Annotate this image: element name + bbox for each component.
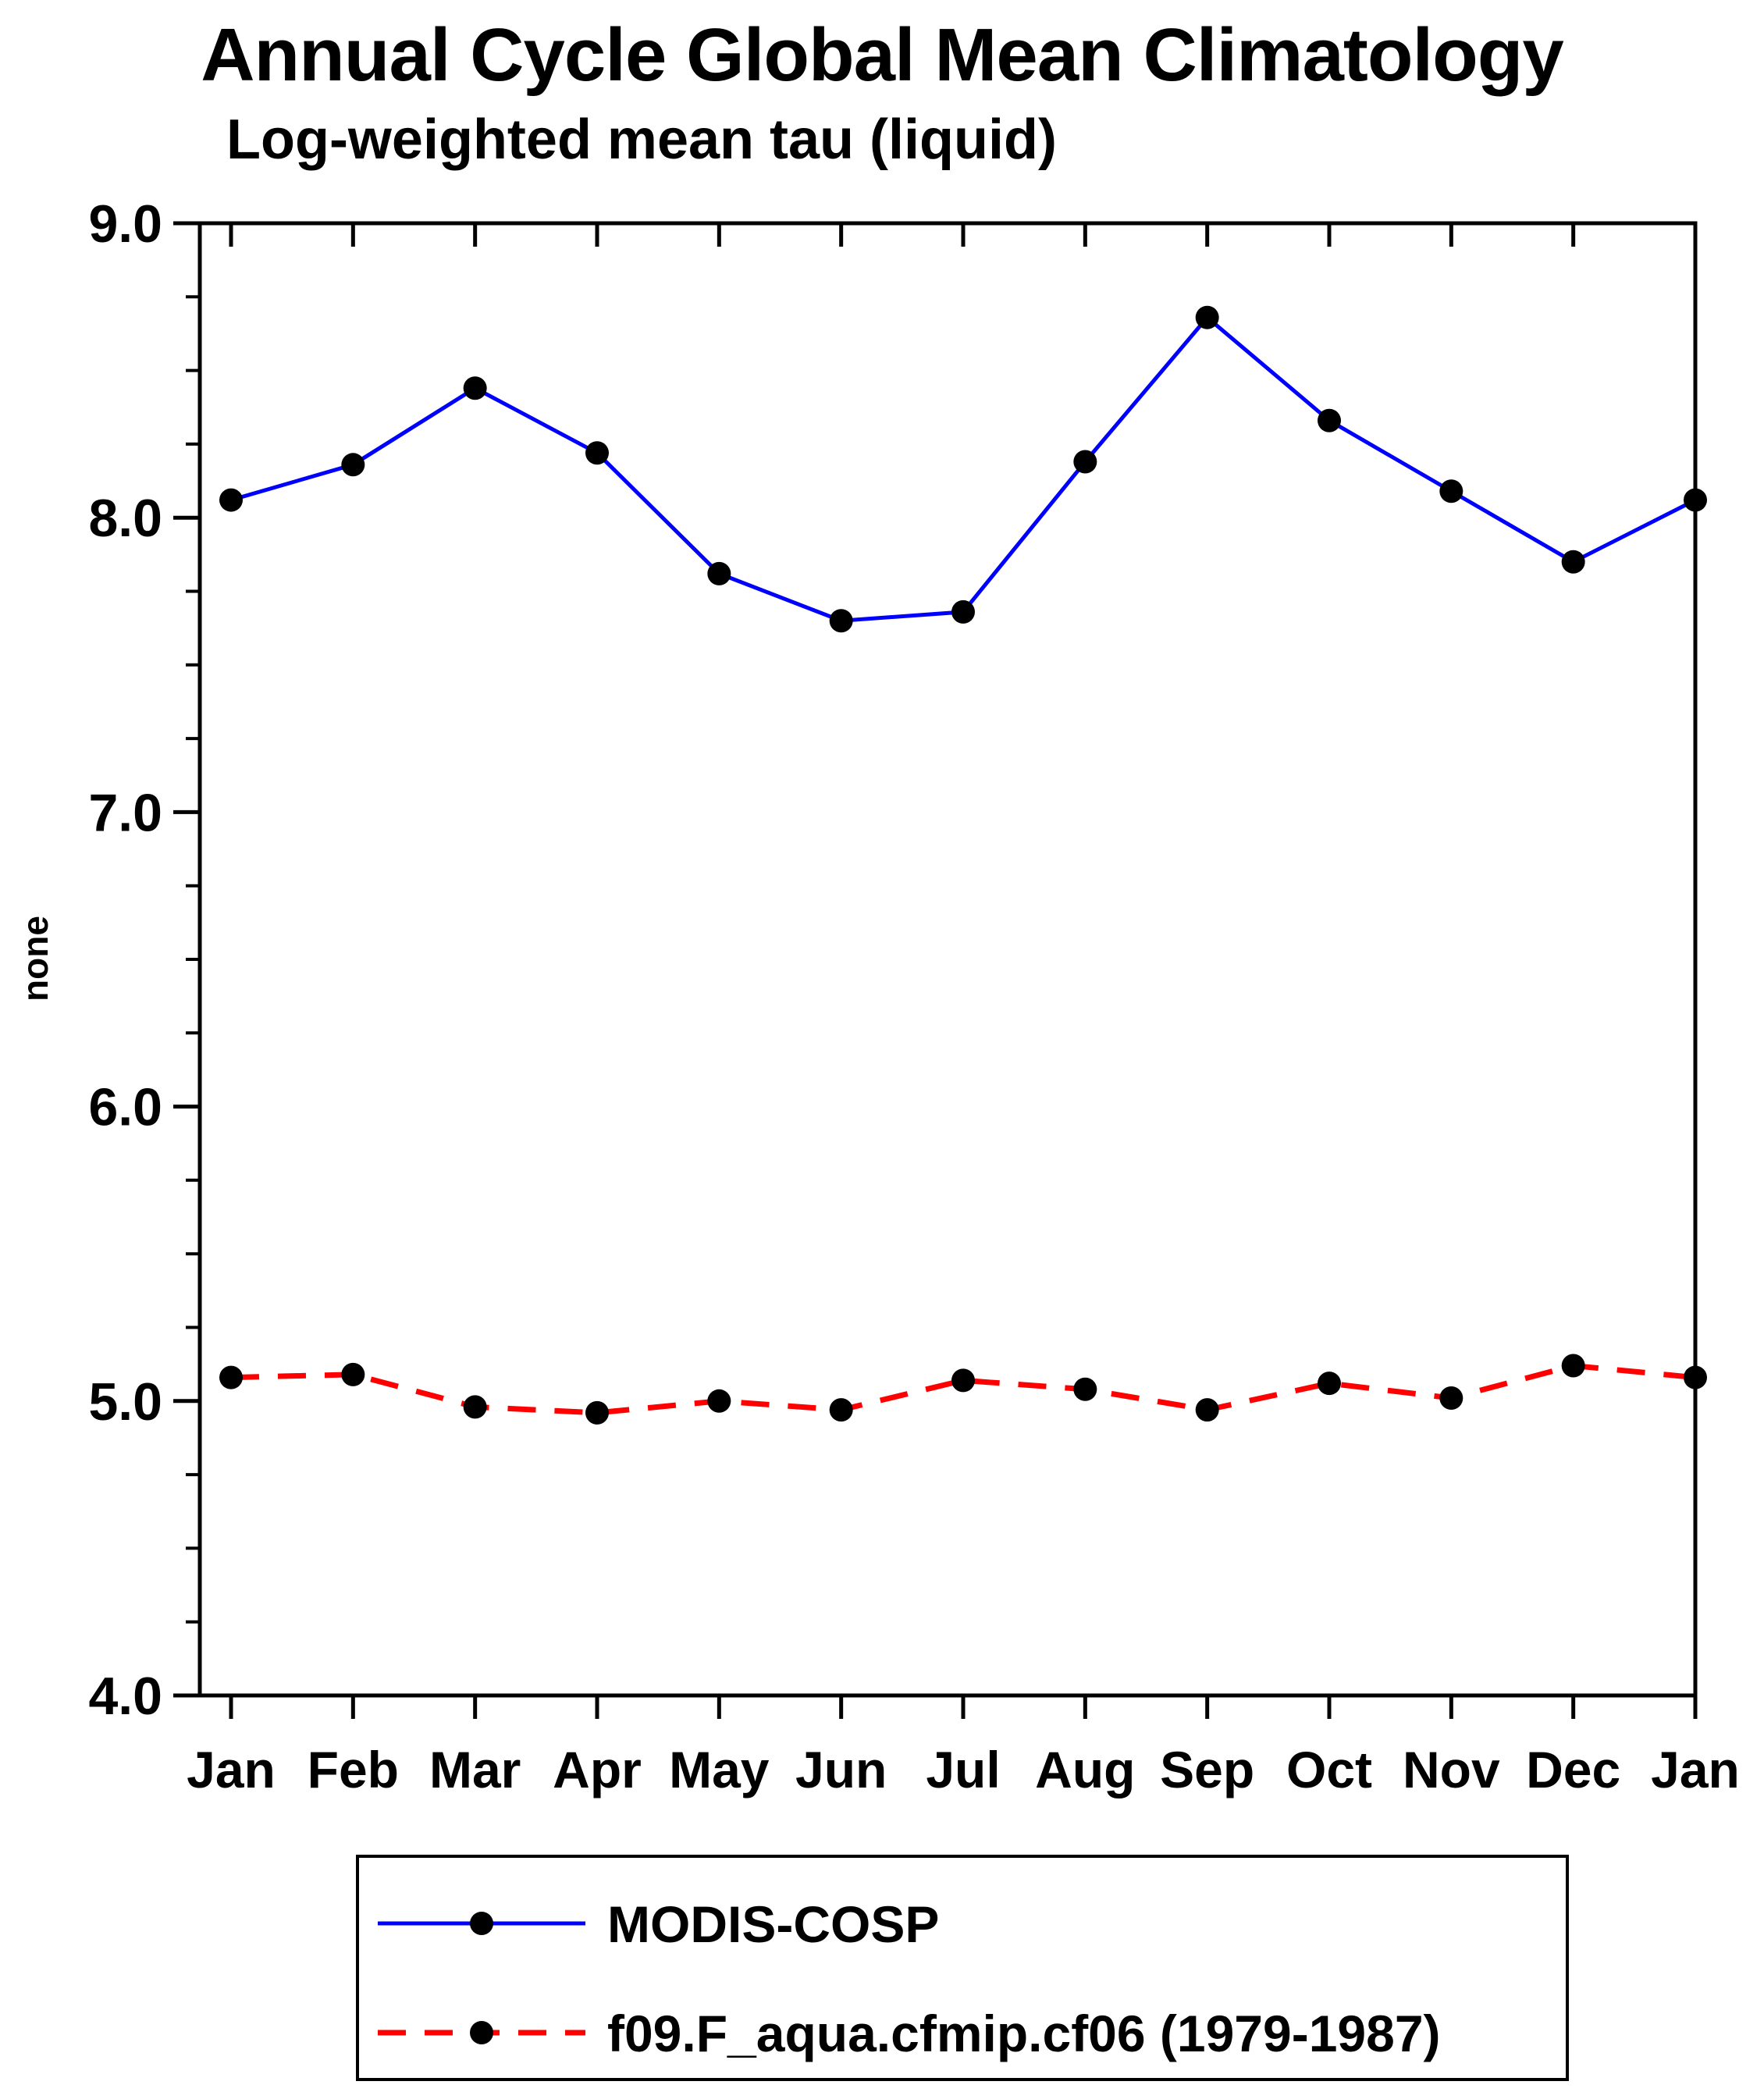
- y-tick-label: 5.0: [88, 1372, 162, 1432]
- series-marker: [463, 1395, 487, 1419]
- series-marker: [463, 376, 487, 400]
- series-marker: [1439, 1386, 1463, 1411]
- series-marker: [1684, 1365, 1707, 1389]
- x-tick-label: Jan: [187, 1741, 276, 1798]
- x-tick-label: Feb: [308, 1741, 399, 1798]
- x-tick-label: Jun: [795, 1741, 887, 1798]
- chart-subtitle: Log-weighted mean tau (liquid): [226, 109, 1057, 171]
- series-line-1: [230, 315, 1697, 623]
- series-marker: [585, 441, 609, 465]
- series-marker: [1073, 1377, 1097, 1401]
- series-marker: [1561, 1354, 1585, 1378]
- legend-label: MODIS-COSP: [607, 1895, 939, 1953]
- series-marker: [219, 1365, 243, 1389]
- y-tick-label: 7.0: [88, 783, 162, 842]
- series-marker: [1195, 1398, 1219, 1422]
- series-marker: [707, 1389, 731, 1413]
- series-marker: [585, 1400, 609, 1425]
- series-marker: [341, 1362, 365, 1386]
- x-tick-label: Sep: [1160, 1741, 1254, 1798]
- x-tick-label: May: [669, 1741, 770, 1798]
- series-marker: [1561, 550, 1585, 574]
- series-marker: [1684, 488, 1707, 512]
- series-marker: [1318, 1372, 1341, 1396]
- series-marker: [1195, 305, 1219, 329]
- series-marker: [1439, 479, 1463, 503]
- series-marker: [341, 453, 365, 477]
- series-marker: [1073, 450, 1097, 474]
- series-marker: [1318, 408, 1341, 432]
- legend-label: f09.F_aqua.cfmip.cf06 (1979-1987): [607, 2005, 1441, 2062]
- series-marker: [829, 609, 853, 633]
- x-tick-label: Mar: [429, 1741, 521, 1798]
- x-tick-label: Dec: [1526, 1741, 1620, 1798]
- y-tick-label: 8.0: [88, 489, 162, 548]
- x-tick-label: Oct: [1286, 1741, 1372, 1798]
- y-tick-label: 4.0: [88, 1667, 162, 1726]
- legend-marker: [470, 2021, 493, 2044]
- x-tick-label: Jan: [1651, 1741, 1740, 1798]
- series-marker: [951, 1368, 975, 1393]
- legend-box: [356, 1855, 1569, 2081]
- series-marker: [707, 561, 731, 585]
- chart-title: Annual Cycle Global Mean Climatology: [201, 13, 1564, 97]
- y-tick-label: 6.0: [88, 1078, 162, 1137]
- y-tick-label: 9.0: [88, 194, 162, 254]
- x-tick-label: Aug: [1035, 1741, 1135, 1798]
- series-marker: [951, 599, 975, 624]
- x-tick-label: Nov: [1403, 1741, 1500, 1798]
- legend-marker: [470, 1912, 493, 1935]
- axis-frame: [197, 221, 1698, 1698]
- series-marker: [219, 488, 243, 512]
- x-tick-label: Apr: [553, 1741, 642, 1798]
- x-tick-label: Jul: [926, 1741, 1000, 1798]
- series-marker: [829, 1398, 853, 1422]
